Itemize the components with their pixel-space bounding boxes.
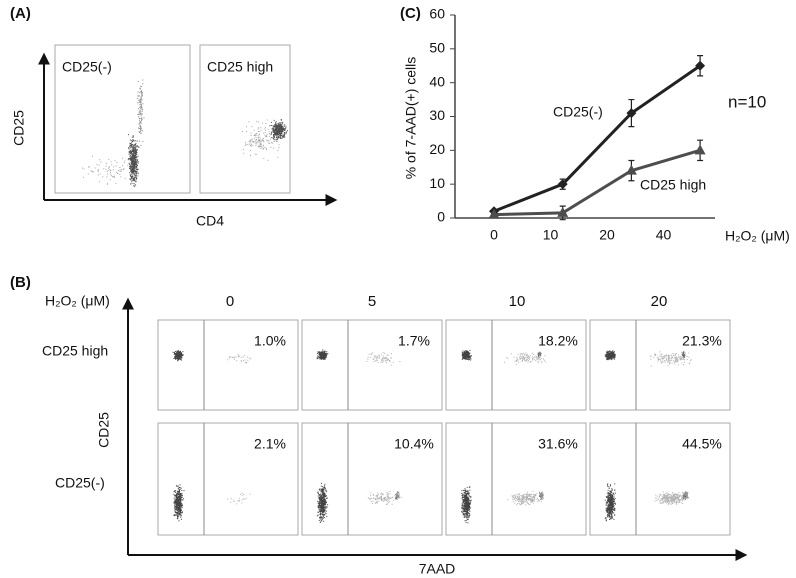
axis-label: CD25 [96, 412, 112, 448]
dot-cloud [173, 484, 185, 522]
y-axis-label: % of 7-AAD(+) cells [403, 57, 419, 180]
dot-cloud [269, 119, 288, 142]
marker [695, 60, 706, 71]
plot-frame [54, 44, 191, 194]
dot-cloud [682, 491, 689, 500]
plot-frame [157, 422, 299, 536]
column-label: 20 [651, 293, 668, 310]
dot-cloud [604, 350, 616, 361]
dot-cloud [461, 349, 472, 361]
line [493, 148, 701, 217]
dot-cloud [507, 490, 544, 506]
annotation: n=10 [728, 92, 766, 111]
marker [557, 206, 569, 217]
axis-label: 7AAD [419, 561, 456, 577]
percent-label: 10.4% [394, 436, 434, 452]
x-tick-label: 40 [656, 227, 672, 243]
y-tick-label: 10 [429, 175, 445, 191]
column-label: 10 [509, 293, 526, 310]
row-label: CD25(-) [55, 475, 105, 491]
dot-cloud [504, 352, 546, 365]
marker [626, 108, 637, 119]
plot-frame [589, 319, 731, 411]
plot-frame [301, 422, 443, 536]
marker [488, 208, 500, 219]
column-label: 5 [368, 293, 376, 310]
percent-label: 1.0% [254, 333, 286, 349]
series-label: CD25(-) [553, 104, 603, 120]
panel-label: (A) [10, 5, 31, 22]
plot-title: CD25(-) [62, 59, 112, 75]
dot-cloud [538, 491, 544, 500]
plot-title: CD25 high [207, 59, 273, 75]
plot-frame [445, 422, 587, 536]
dot-cloud [127, 134, 140, 187]
marker [694, 144, 706, 155]
x-tick-label: 0 [490, 227, 498, 243]
plot-frame [199, 44, 291, 194]
y-tick-label: 50 [429, 40, 445, 56]
x-tick-label: 10 [543, 227, 559, 243]
percent-label: 2.1% [254, 436, 286, 452]
dot-cloud [681, 351, 686, 358]
dot-cloud [172, 350, 184, 362]
plot-frame [301, 319, 443, 411]
dot-cloud [136, 79, 145, 146]
dot-cloud [241, 119, 281, 161]
x-axis-label: H₂O₂ (μM) [725, 228, 790, 244]
y-tick-label: 0 [437, 209, 445, 225]
column-label: 0 [226, 293, 234, 310]
dot-cloud [604, 483, 616, 522]
dot-cloud [316, 349, 329, 360]
y-tick-label: 20 [429, 141, 445, 157]
plot-frame [589, 422, 731, 536]
dot-cloud [227, 354, 252, 364]
axis-label: CD25 [11, 110, 27, 146]
dot-cloud [537, 351, 542, 358]
series-label: CD25 high [640, 177, 706, 193]
axis-label: CD4 [196, 213, 224, 229]
row-label: CD25 high [42, 343, 108, 359]
percent-label: 1.7% [398, 333, 430, 349]
marker [557, 179, 568, 190]
dot-cloud [367, 491, 402, 505]
percent-label: 31.6% [538, 436, 578, 452]
y-tick-label: 60 [429, 6, 445, 22]
marker [625, 164, 637, 175]
percent-label: 21.3% [682, 333, 722, 349]
x-tick-label: 20 [599, 227, 615, 243]
panel-label: (B) [10, 274, 31, 291]
percent-label: 44.5% [682, 436, 722, 452]
dot-cloud [654, 491, 689, 506]
dot-cloud [227, 492, 251, 505]
dot-cloud [82, 155, 139, 185]
dot-cloud [394, 491, 400, 500]
line [493, 64, 701, 213]
percent-label: 18.2% [538, 333, 578, 349]
plot-frame [445, 319, 587, 411]
y-tick-label: 30 [429, 107, 445, 123]
dot-cloud [316, 482, 329, 523]
y-tick-label: 40 [429, 73, 445, 89]
dot-cloud [460, 486, 472, 524]
dot-cloud [366, 352, 401, 366]
panel-label: (C) [400, 5, 421, 22]
plot-frame [157, 319, 299, 411]
column-header: H₂O₂ (μM) [45, 293, 110, 309]
dot-cloud [650, 351, 692, 367]
